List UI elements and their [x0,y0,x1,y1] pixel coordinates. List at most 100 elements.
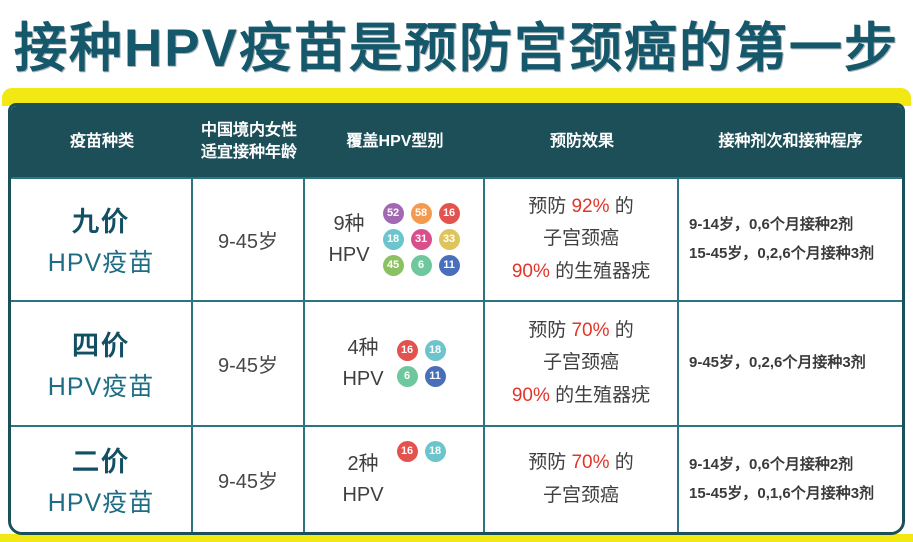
vaccine-valence-label: 四价 [72,331,130,361]
hpv-type-number: 45 [386,259,400,271]
prevention-effect-cell: 预防 70% 的子宫颈癌 [485,425,679,532]
header-hpv-types: 覆盖HPV型别 [305,106,485,177]
vaccine-valence-label: 二价 [72,447,130,477]
prevention-effect-cell: 预防 92% 的子宫颈癌 90% 的生殖器疣 [485,177,679,300]
header-label: 疫苗种类 [69,132,134,150]
hpv-type-number: 18 [386,233,400,245]
age-cell: 9-45岁 [193,425,305,532]
types-unit: HPV [342,483,384,506]
page-title: 接种HPV疫苗是预防宫颈癌的第一步 [14,19,899,78]
hpv-types-cell: 2种 HPV 16 18 [305,425,485,532]
hpv-badges-grid: 52 58 16 18 31 33 45 6 11 [382,203,460,276]
prevention-text: 的 [609,320,634,342]
prevention-text: 预防 [528,452,572,474]
prevention-text: 的生殖器疣 [549,384,651,406]
vaccine-name-cell: 四价 HPV疫苗 [11,300,193,425]
hpv-type-badge: 33 [438,229,460,250]
prevention-percentage: 90% [511,260,550,282]
prevention-text: 的 [609,196,634,218]
types-unit: HPV [328,243,370,266]
hpv-badges-grid: 16 18 [396,441,446,462]
hpv-type-number: 6 [418,259,425,271]
hpv-types-cell: 9种 HPV 52 58 16 18 31 33 45 6 11 [305,177,485,300]
hpv-type-badge: 16 [438,203,460,224]
schedule-line: 15-45岁，0,2,6个月接种3剂 [689,244,875,262]
prevention-text: 子宫颈癌 [542,484,619,506]
hpv-type-badge: 18 [382,229,404,250]
prevention-text: 子宫颈癌 [542,352,619,374]
hpv-type-badge: 31 [410,229,432,250]
hpv-type-badge: 16 [396,441,418,462]
prevention-text: 子宫颈癌 [542,228,619,250]
prevention-percentage: 70% [571,452,610,474]
schedule-line: 15-45岁，0,1,6个月接种3剂 [689,484,875,502]
prevention-line: 90% 的生殖器疣 [512,256,650,288]
header-prevention-effect: 预防效果 [485,106,679,177]
hpv-type-badge: 6 [396,366,418,387]
top-accent-bar [2,88,911,106]
types-count-label: 2种 HPV [342,449,383,511]
prevention-percentage: 92% [571,196,610,218]
types-unit: HPV [342,367,384,390]
age-value: 9-45岁 [217,471,279,493]
hpv-type-badge: 52 [382,203,404,224]
hpv-type-number: 16 [400,445,414,457]
hpv-type-number: 16 [442,207,456,219]
types-count-label: 4种 HPV [342,333,383,395]
prevention-text: 的 [609,452,634,474]
header-label: 中国境内女性 [200,121,297,139]
bottom-accent-bar [0,534,913,542]
header-dose-schedule: 接种剂次和接种程序 [679,106,902,177]
dose-schedule-cell: 9-14岁，0,6个月接种2剂 15-45岁，0,2,6个月接种3剂 [679,177,902,300]
prevention-line: 子宫颈癌 [543,347,619,379]
types-count: 2种 [347,452,379,475]
dose-schedule-cell: 9-45岁，0,2,6个月接种3剂 [679,300,902,425]
prevention-line: 子宫颈癌 [543,223,619,255]
age-cell: 9-45岁 [193,177,305,300]
hpv-type-badge: 11 [438,255,460,276]
hpv-type-number: 18 [428,445,442,457]
hpv-type-badge: 16 [396,340,418,361]
hpv-type-number: 11 [443,259,455,271]
hpv-badges-grid: 16 18 6 11 [396,340,446,387]
vaccine-name-label: HPV疫苗 [47,489,155,517]
header-vaccine-type: 疫苗种类 [11,106,193,177]
age-value: 9-45岁 [217,355,279,377]
prevention-text: 的生殖器疣 [549,260,651,282]
hpv-type-number: 11 [429,370,441,382]
hpv-type-badge: 11 [424,366,446,387]
vaccine-name-label: HPV疫苗 [47,373,155,401]
hpv-type-badge: 58 [410,203,432,224]
prevention-line: 预防 92% 的 [528,191,634,223]
prevention-text: 预防 [528,196,572,218]
hpv-type-badge: 18 [424,340,446,361]
hpv-type-number: 6 [404,370,411,382]
prevention-percentage: 90% [511,384,550,406]
prevention-line: 预防 70% 的 [528,315,634,347]
header-label: 适宜接种年龄 [200,143,297,161]
header-age: 中国境内女性 适宜接种年龄 [193,106,305,177]
hpv-type-number: 52 [386,207,400,219]
types-count: 4种 [347,336,379,359]
hpv-type-badge: 45 [382,255,404,276]
types-count-label: 9种 HPV [328,209,369,271]
prevention-text: 预防 [528,320,572,342]
dose-schedule-cell: 9-14岁，0,6个月接种2剂 15-45岁，0,1,6个月接种3剂 [679,425,902,532]
hpv-type-number: 16 [400,344,414,356]
age-cell: 9-45岁 [193,300,305,425]
vaccine-name-cell: 二价 HPV疫苗 [11,425,193,532]
schedule-line: 9-14岁，0,6个月接种2剂 [689,216,854,233]
hpv-type-number: 18 [428,344,442,356]
hpv-type-number: 33 [442,233,456,245]
types-count: 9种 [333,212,365,235]
hpv-type-number: 58 [414,207,428,219]
schedule-line: 9-45岁，0,2,6个月接种3剂 [689,354,866,372]
prevention-line: 90% 的生殖器疣 [512,380,650,412]
hpv-types-cell: 4种 HPV 16 18 6 11 [305,300,485,425]
header-label: 接种剂次和接种程序 [718,132,863,150]
schedule-line: 9-14岁，0,6个月接种2剂 [689,456,854,473]
prevention-line: 子宫颈癌 [543,480,619,512]
header-label: 覆盖HPV型别 [346,132,444,150]
header-label: 预防效果 [549,132,614,150]
vaccine-valence-label: 九价 [72,207,130,237]
